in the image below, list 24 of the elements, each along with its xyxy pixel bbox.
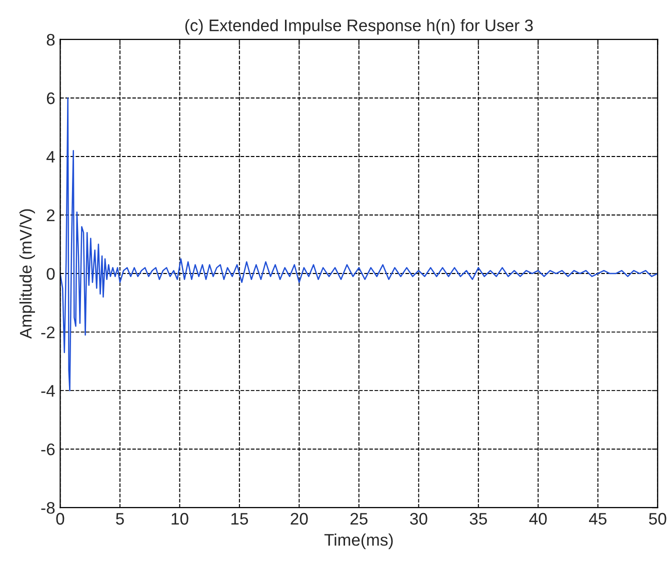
- y-tick-label: -4: [41, 385, 55, 397]
- x-tick-label: 40: [529, 512, 547, 525]
- y-tick-label: 2: [46, 209, 55, 222]
- x-axis-title: Time(ms): [324, 534, 393, 550]
- y-tick-label: 6: [46, 92, 55, 104]
- y-tick-label: 4: [46, 151, 55, 163]
- x-tick-label: 20: [290, 512, 308, 525]
- y-tick-label: 8: [46, 34, 55, 46]
- x-tick-label: 50: [649, 512, 666, 525]
- x-tick-label: 10: [172, 512, 188, 525]
- x-tick-label: 30: [410, 512, 428, 525]
- y-tick-label: -6: [41, 443, 55, 456]
- x-tick-label: 0: [56, 512, 64, 525]
- x-tick-label: 35: [470, 512, 487, 525]
- x-tick-label: 5: [116, 513, 124, 525]
- y-tick-label: -8: [41, 502, 55, 514]
- x-tick-label: 45: [589, 513, 606, 525]
- y-axis-title: Amplitude (mV/V): [19, 209, 35, 339]
- x-tick-label: 15: [231, 513, 248, 525]
- chart-title: (c) Extended Impulse Response h(n) for User 3: [185, 19, 533, 35]
- y-tick-label: -2: [41, 326, 55, 338]
- line-series: [60, 97, 658, 392]
- y-tick-label: 0: [46, 268, 55, 280]
- x-tick-label: 25: [350, 512, 368, 525]
